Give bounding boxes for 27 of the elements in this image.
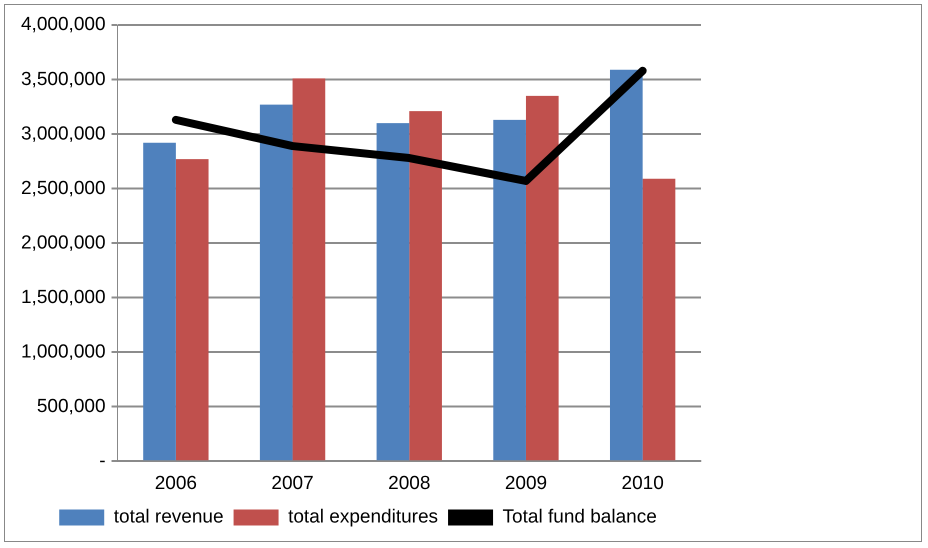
y-tick-label: 2,000,000: [20, 232, 106, 254]
y-tick-label: -: [99, 450, 106, 472]
x-tick-label: 2009: [504, 472, 548, 494]
legend-label: total expenditures: [288, 506, 438, 528]
y-tick-label: 3,000,000: [20, 123, 106, 144]
bar: [409, 111, 442, 460]
bar: [493, 120, 526, 460]
bar: [260, 104, 293, 460]
bar: [376, 123, 410, 460]
bar: [642, 178, 676, 460]
x-tick-label: 2010: [622, 472, 664, 494]
x-tick-label: 2007: [271, 472, 314, 494]
x-tick-label: 2006: [154, 472, 198, 494]
bar: [610, 70, 643, 460]
bar: [292, 78, 326, 460]
bar: [526, 96, 559, 460]
y-tick-label: 1,500,000: [20, 286, 106, 308]
y-tick-label: 2,500,000: [20, 178, 106, 199]
bar: [176, 159, 209, 460]
bar: [143, 142, 176, 460]
legend-label: Total fund balance: [502, 506, 657, 528]
y-tick-label: 500,000: [36, 396, 106, 417]
legend-label: total revenue: [114, 506, 224, 528]
y-tick-label: 4,000,000: [20, 14, 106, 36]
x-tick-label: 2008: [388, 472, 430, 494]
y-tick-label: 3,500,000: [20, 68, 106, 90]
y-tick-label: 1,000,000: [20, 341, 106, 362]
